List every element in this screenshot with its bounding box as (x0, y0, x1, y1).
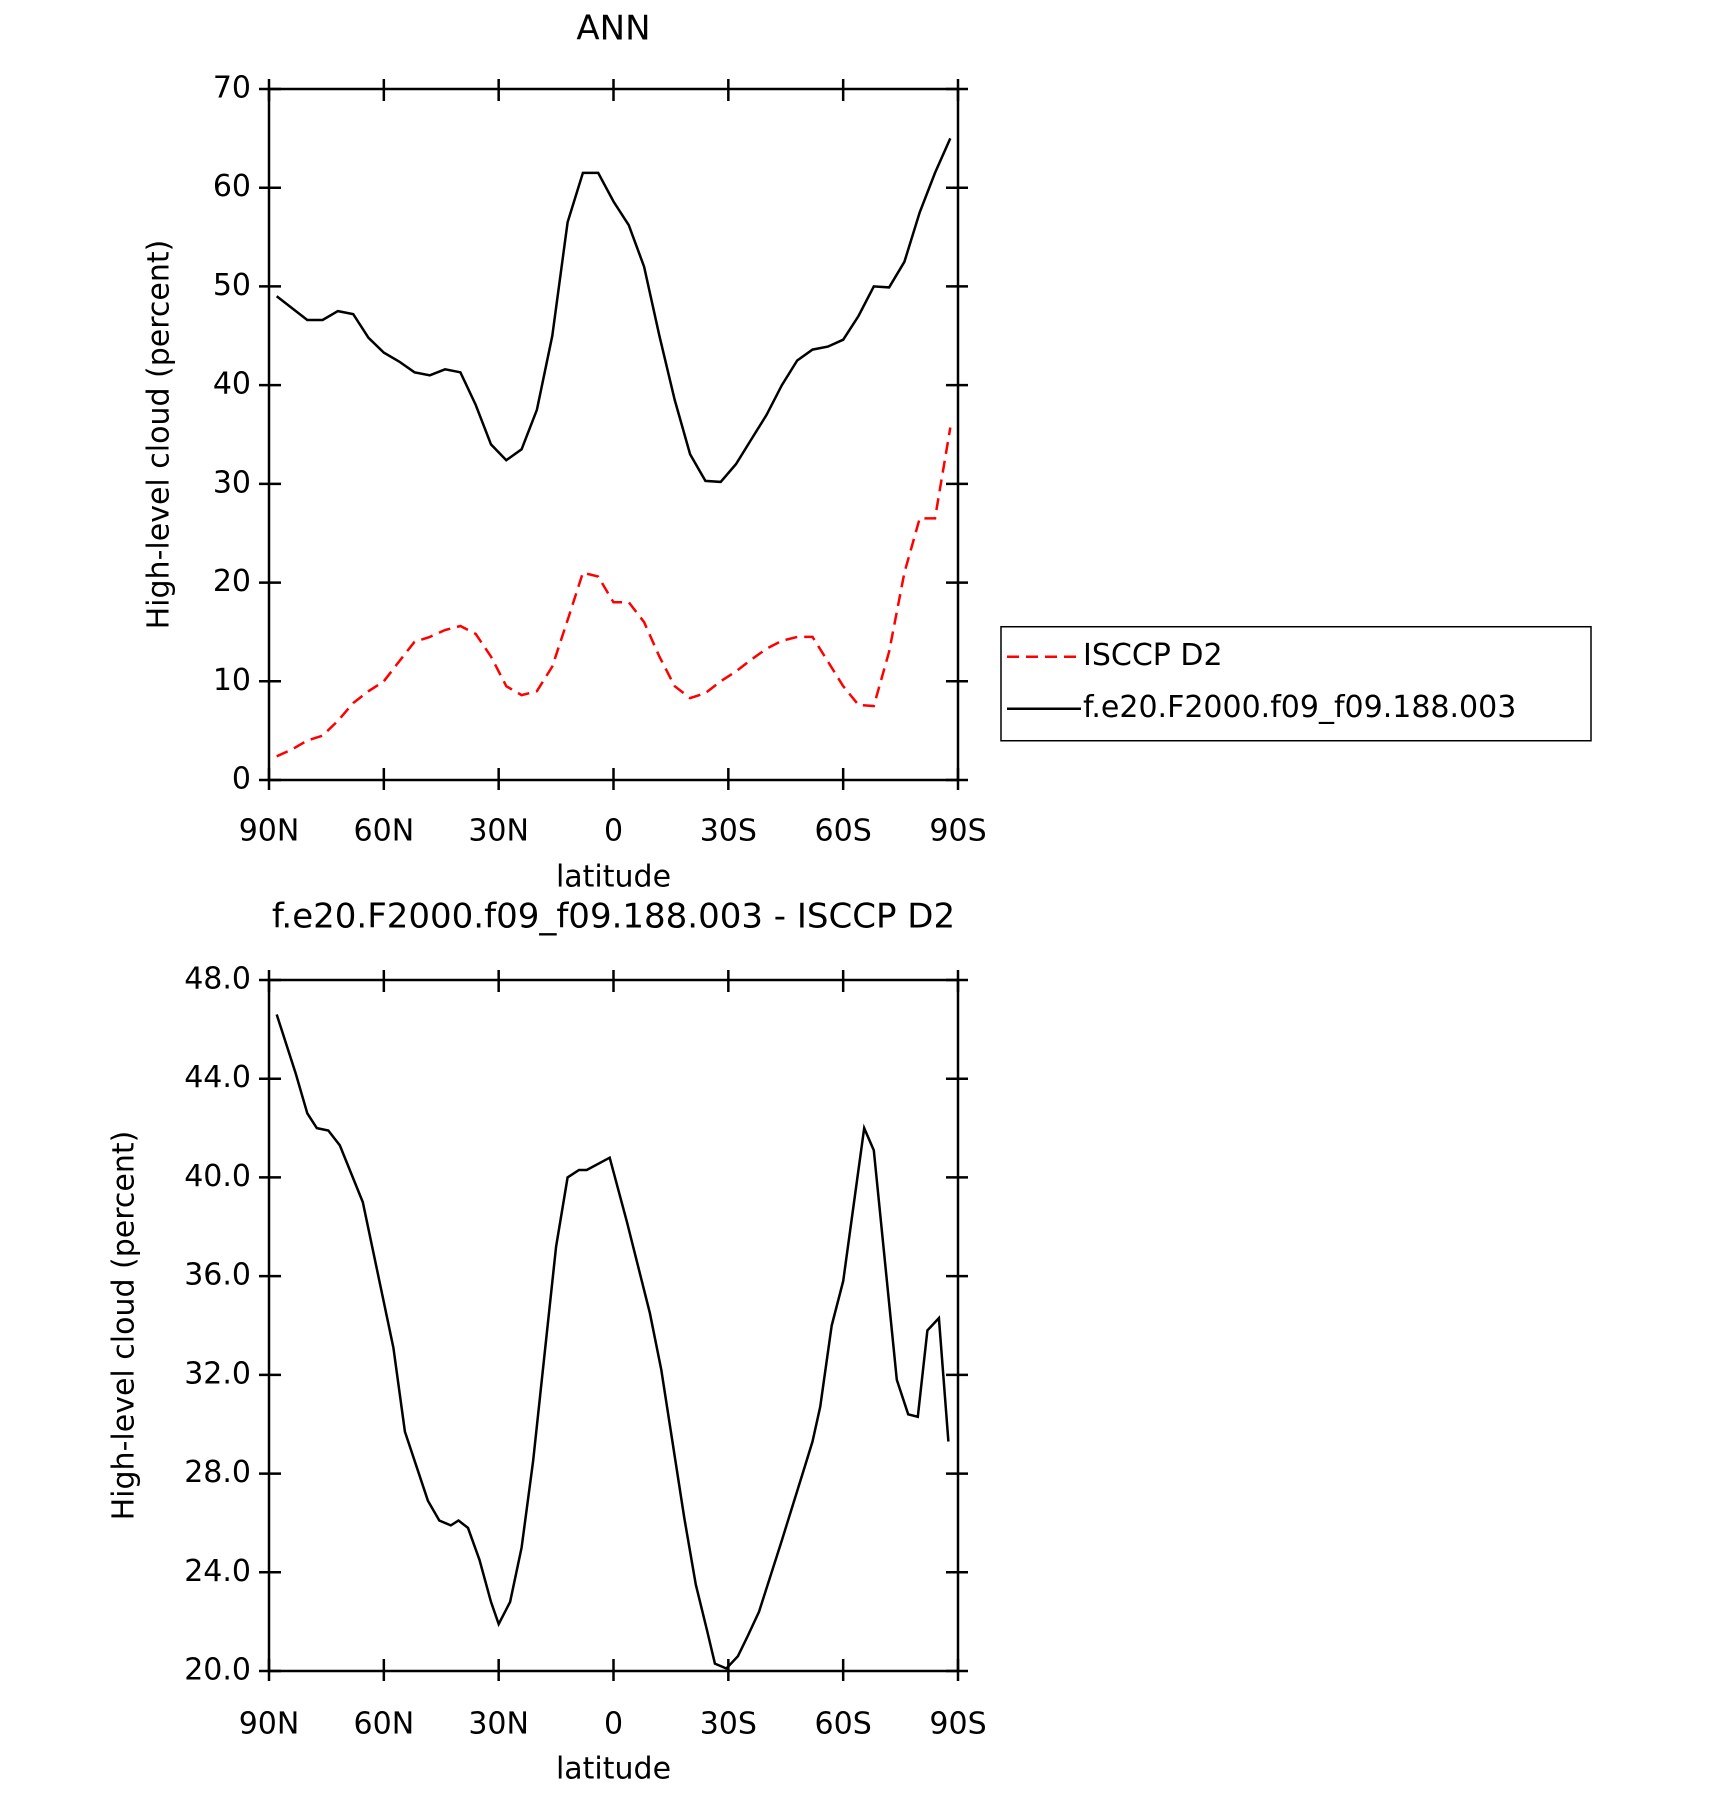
x-tick-label: 60N (354, 1707, 415, 1742)
y-tick-label: 28.0 (184, 1455, 251, 1490)
chart-title: f.e20.F2000.f09_f09.188.003 - ISCCP D2 (272, 897, 955, 937)
y-axis-label: High-level cloud (percent) (142, 240, 177, 630)
x-tick-label: 60N (354, 814, 415, 849)
y-tick-label: 20.0 (184, 1653, 251, 1688)
data-line (275, 137, 952, 484)
x-tick-label: 0 (604, 1707, 623, 1742)
y-tick-label: 36.0 (184, 1258, 251, 1293)
x-tick-label: 30N (468, 1707, 529, 1742)
y-tick-label: 48.0 (184, 962, 251, 997)
y-tick-label: 20 (213, 564, 251, 599)
y-tick-label: 24.0 (184, 1554, 251, 1589)
y-tick-label: 40 (213, 367, 251, 402)
y-tick-label: 40.0 (184, 1159, 251, 1194)
data-line (275, 1014, 950, 1670)
y-tick-label: 30 (213, 465, 251, 500)
x-tick-label: 90N (239, 814, 300, 849)
y-tick-label: 0 (232, 762, 251, 797)
x-tick-label: 30S (700, 1707, 757, 1742)
legend-label: ISCCP D2 (1083, 638, 1223, 673)
y-tick-label: 50 (213, 268, 251, 303)
x-axis-label: latitude (556, 860, 671, 895)
x-tick-label: 30S (700, 814, 757, 849)
x-tick-label: 60S (815, 814, 872, 849)
chart-title: ANN (576, 9, 650, 49)
y-tick-label: 70 (213, 71, 251, 106)
y-tick-label: 32.0 (184, 1356, 251, 1391)
y-tick-label: 44.0 (184, 1060, 251, 1095)
x-tick-label: 90N (239, 1707, 300, 1742)
x-tick-label: 90S (929, 1707, 986, 1742)
plot-frame (267, 978, 960, 1673)
x-tick-label: 30N (468, 814, 529, 849)
x-tick-label: 0 (604, 814, 623, 849)
legend-label: f.e20.F2000.f09_f09.188.003 (1083, 690, 1516, 725)
legend-box (1000, 625, 1592, 742)
x-tick-label: 60S (815, 1707, 872, 1742)
y-tick-label: 60 (213, 169, 251, 204)
plot-frame (267, 87, 960, 782)
x-axis-label: latitude (556, 1752, 671, 1787)
y-tick-label: 10 (213, 663, 251, 698)
y-axis-label: High-level cloud (percent) (107, 1131, 142, 1521)
x-tick-label: 90S (929, 814, 986, 849)
data-line (276, 427, 952, 758)
